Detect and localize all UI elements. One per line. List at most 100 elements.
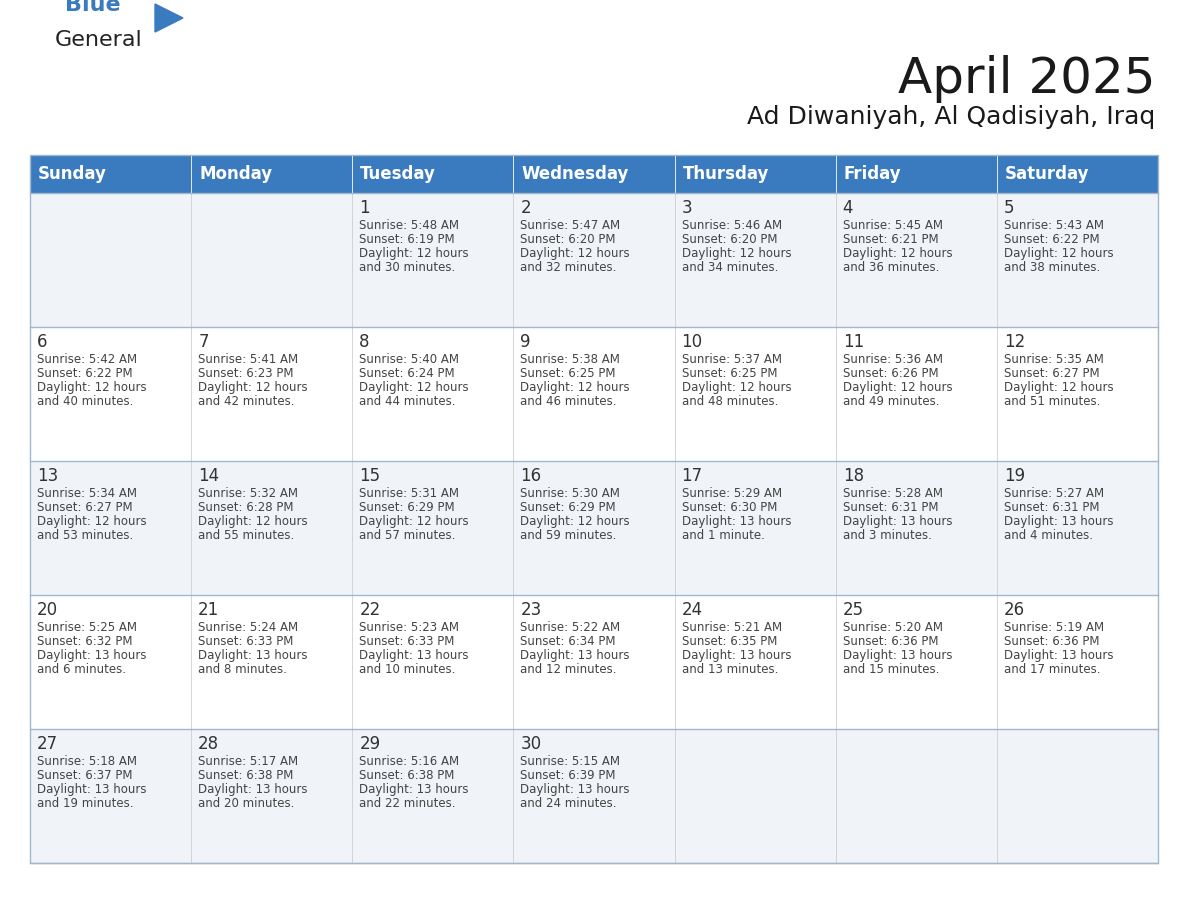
Text: Sunset: 6:36 PM: Sunset: 6:36 PM — [1004, 635, 1099, 648]
Text: General: General — [55, 30, 143, 50]
Text: Sunset: 6:30 PM: Sunset: 6:30 PM — [682, 501, 777, 514]
Text: Saturday: Saturday — [1005, 165, 1089, 183]
Text: Monday: Monday — [200, 165, 272, 183]
Text: and 15 minutes.: and 15 minutes. — [842, 663, 939, 676]
Text: Daylight: 13 hours: Daylight: 13 hours — [37, 649, 146, 662]
Text: Daylight: 13 hours: Daylight: 13 hours — [682, 515, 791, 528]
Text: Sunset: 6:19 PM: Sunset: 6:19 PM — [359, 233, 455, 246]
Text: 13: 13 — [37, 467, 58, 485]
Text: Daylight: 13 hours: Daylight: 13 hours — [359, 649, 469, 662]
FancyBboxPatch shape — [997, 729, 1158, 863]
Text: 18: 18 — [842, 467, 864, 485]
Text: 26: 26 — [1004, 601, 1025, 619]
Text: Wednesday: Wednesday — [522, 165, 628, 183]
Text: Daylight: 12 hours: Daylight: 12 hours — [359, 247, 469, 260]
Text: 15: 15 — [359, 467, 380, 485]
Text: and 3 minutes.: and 3 minutes. — [842, 529, 931, 542]
Text: 9: 9 — [520, 333, 531, 351]
Text: and 6 minutes.: and 6 minutes. — [37, 663, 126, 676]
Text: and 32 minutes.: and 32 minutes. — [520, 261, 617, 274]
Text: Sunset: 6:26 PM: Sunset: 6:26 PM — [842, 367, 939, 380]
Text: 10: 10 — [682, 333, 702, 351]
FancyBboxPatch shape — [997, 595, 1158, 729]
FancyBboxPatch shape — [30, 595, 191, 729]
Text: 12: 12 — [1004, 333, 1025, 351]
FancyBboxPatch shape — [675, 327, 835, 461]
Text: 14: 14 — [198, 467, 220, 485]
Text: and 51 minutes.: and 51 minutes. — [1004, 395, 1100, 408]
Text: Sunset: 6:34 PM: Sunset: 6:34 PM — [520, 635, 615, 648]
Text: Daylight: 13 hours: Daylight: 13 hours — [1004, 515, 1113, 528]
Text: Daylight: 12 hours: Daylight: 12 hours — [842, 381, 953, 394]
Text: Sunrise: 5:30 AM: Sunrise: 5:30 AM — [520, 487, 620, 500]
FancyBboxPatch shape — [997, 193, 1158, 327]
Text: Sunrise: 5:32 AM: Sunrise: 5:32 AM — [198, 487, 298, 500]
Text: 1: 1 — [359, 199, 369, 217]
Text: Sunset: 6:36 PM: Sunset: 6:36 PM — [842, 635, 939, 648]
Text: Daylight: 12 hours: Daylight: 12 hours — [520, 515, 630, 528]
Text: and 40 minutes.: and 40 minutes. — [37, 395, 133, 408]
FancyBboxPatch shape — [675, 595, 835, 729]
Text: 24: 24 — [682, 601, 702, 619]
Text: Sunrise: 5:41 AM: Sunrise: 5:41 AM — [198, 353, 298, 366]
Text: Daylight: 12 hours: Daylight: 12 hours — [198, 381, 308, 394]
Text: Sunrise: 5:19 AM: Sunrise: 5:19 AM — [1004, 621, 1104, 634]
Text: Sunset: 6:27 PM: Sunset: 6:27 PM — [37, 501, 133, 514]
Text: Daylight: 12 hours: Daylight: 12 hours — [842, 247, 953, 260]
Text: Daylight: 12 hours: Daylight: 12 hours — [359, 515, 469, 528]
FancyBboxPatch shape — [997, 461, 1158, 595]
Text: and 44 minutes.: and 44 minutes. — [359, 395, 456, 408]
Text: 25: 25 — [842, 601, 864, 619]
Text: Daylight: 13 hours: Daylight: 13 hours — [198, 783, 308, 796]
Text: Daylight: 12 hours: Daylight: 12 hours — [520, 381, 630, 394]
Text: Daylight: 13 hours: Daylight: 13 hours — [682, 649, 791, 662]
Text: and 22 minutes.: and 22 minutes. — [359, 797, 456, 810]
FancyBboxPatch shape — [191, 595, 353, 729]
FancyBboxPatch shape — [353, 155, 513, 193]
FancyBboxPatch shape — [835, 595, 997, 729]
Text: 2: 2 — [520, 199, 531, 217]
FancyBboxPatch shape — [513, 729, 675, 863]
Text: Sunrise: 5:15 AM: Sunrise: 5:15 AM — [520, 755, 620, 768]
Text: Sunrise: 5:40 AM: Sunrise: 5:40 AM — [359, 353, 460, 366]
Text: and 57 minutes.: and 57 minutes. — [359, 529, 456, 542]
Text: Sunset: 6:39 PM: Sunset: 6:39 PM — [520, 769, 615, 782]
Text: 28: 28 — [198, 735, 220, 753]
Text: Daylight: 12 hours: Daylight: 12 hours — [520, 247, 630, 260]
FancyBboxPatch shape — [835, 729, 997, 863]
Text: Sunset: 6:20 PM: Sunset: 6:20 PM — [682, 233, 777, 246]
Text: and 38 minutes.: and 38 minutes. — [1004, 261, 1100, 274]
Text: Sunrise: 5:46 AM: Sunrise: 5:46 AM — [682, 219, 782, 232]
Text: Sunrise: 5:22 AM: Sunrise: 5:22 AM — [520, 621, 620, 634]
Text: Daylight: 12 hours: Daylight: 12 hours — [682, 381, 791, 394]
Text: Daylight: 13 hours: Daylight: 13 hours — [359, 783, 469, 796]
Text: Daylight: 13 hours: Daylight: 13 hours — [842, 515, 953, 528]
Text: Sunrise: 5:21 AM: Sunrise: 5:21 AM — [682, 621, 782, 634]
Text: and 49 minutes.: and 49 minutes. — [842, 395, 940, 408]
Text: Sunrise: 5:48 AM: Sunrise: 5:48 AM — [359, 219, 460, 232]
FancyBboxPatch shape — [513, 461, 675, 595]
Text: Daylight: 12 hours: Daylight: 12 hours — [682, 247, 791, 260]
Text: and 55 minutes.: and 55 minutes. — [198, 529, 295, 542]
Text: and 48 minutes.: and 48 minutes. — [682, 395, 778, 408]
Text: Sunset: 6:25 PM: Sunset: 6:25 PM — [520, 367, 615, 380]
Text: and 30 minutes.: and 30 minutes. — [359, 261, 455, 274]
FancyBboxPatch shape — [191, 461, 353, 595]
Text: 11: 11 — [842, 333, 864, 351]
Text: and 17 minutes.: and 17 minutes. — [1004, 663, 1100, 676]
Text: and 42 minutes.: and 42 minutes. — [198, 395, 295, 408]
Text: 21: 21 — [198, 601, 220, 619]
Text: and 46 minutes.: and 46 minutes. — [520, 395, 617, 408]
Text: Tuesday: Tuesday — [360, 165, 436, 183]
FancyBboxPatch shape — [997, 327, 1158, 461]
Text: Sunrise: 5:24 AM: Sunrise: 5:24 AM — [198, 621, 298, 634]
Text: and 12 minutes.: and 12 minutes. — [520, 663, 617, 676]
Text: Sunrise: 5:28 AM: Sunrise: 5:28 AM — [842, 487, 943, 500]
Text: 6: 6 — [37, 333, 48, 351]
Text: and 59 minutes.: and 59 minutes. — [520, 529, 617, 542]
Text: Friday: Friday — [843, 165, 902, 183]
Text: Sunset: 6:28 PM: Sunset: 6:28 PM — [198, 501, 293, 514]
FancyBboxPatch shape — [513, 155, 675, 193]
Text: Sunrise: 5:34 AM: Sunrise: 5:34 AM — [37, 487, 137, 500]
FancyBboxPatch shape — [513, 193, 675, 327]
